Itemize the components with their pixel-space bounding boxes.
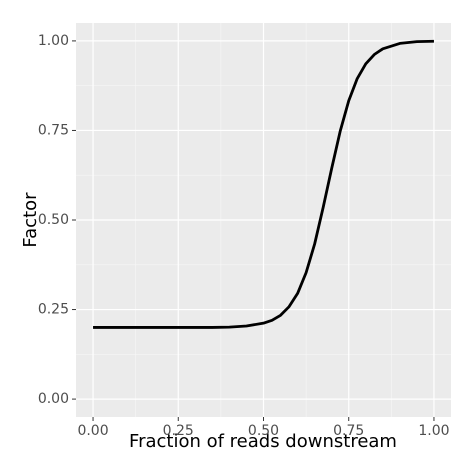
y-tick-label: 0.00 — [38, 391, 69, 407]
x-axis-title: Fraction of reads downstream — [129, 431, 397, 452]
x-tick-label: 0.50 — [248, 423, 279, 439]
y-tick-label: 0.50 — [38, 212, 69, 228]
x-tick-label: 1.00 — [418, 423, 449, 439]
x-tick-label: 0.25 — [163, 423, 194, 439]
line — [93, 39, 434, 329]
y-tick-label: 0.25 — [38, 302, 69, 318]
x-tick-label: 0.75 — [333, 423, 364, 439]
x-tick-label: 0.00 — [77, 423, 108, 439]
y-tick-label: 1.00 — [38, 33, 69, 49]
y-tick-label: 0.75 — [38, 122, 69, 138]
y-axis-title: Factor — [20, 192, 41, 248]
